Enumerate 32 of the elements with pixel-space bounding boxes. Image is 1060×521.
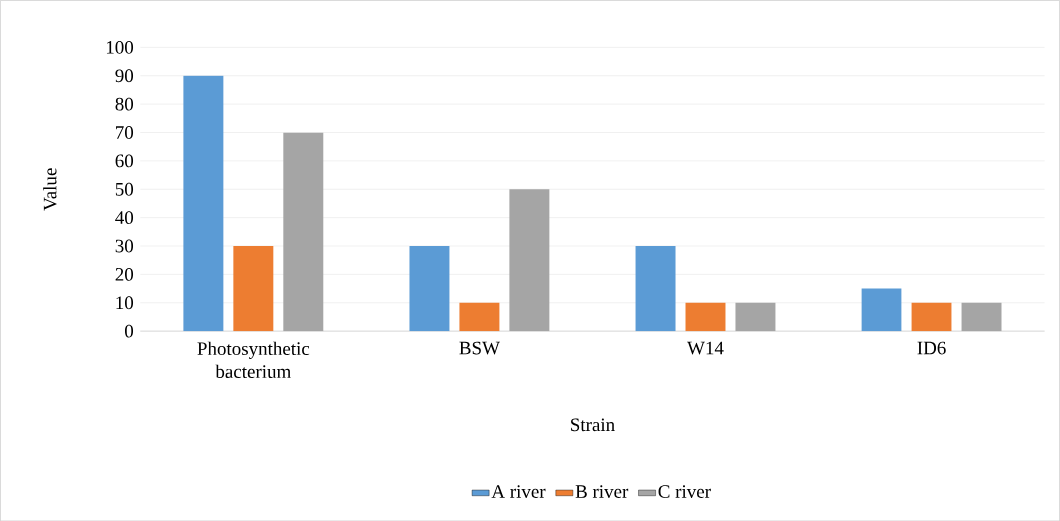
x-tick-label: Photosynthetic bacterium bbox=[197, 341, 310, 378]
bar bbox=[509, 189, 550, 331]
bar bbox=[233, 245, 274, 331]
y-tick-label: 50 bbox=[115, 182, 134, 196]
y-tick-label: 60 bbox=[115, 154, 134, 168]
x-axis-title: Strain bbox=[571, 418, 615, 431]
bar bbox=[961, 302, 1002, 331]
y-tick-label: 100 bbox=[106, 40, 134, 54]
legend-label: A river bbox=[491, 485, 546, 498]
bar bbox=[183, 75, 224, 331]
x-tick-label: W14 bbox=[687, 341, 724, 355]
bar bbox=[635, 245, 676, 331]
bar bbox=[459, 302, 500, 331]
x-tick-label: BSW bbox=[459, 341, 500, 355]
bar bbox=[861, 288, 902, 331]
bar bbox=[283, 132, 324, 331]
y-tick-label: 0 bbox=[125, 324, 134, 338]
bar bbox=[911, 302, 952, 331]
legend-label: C river bbox=[658, 485, 711, 498]
bar bbox=[735, 302, 776, 331]
x-tick-label: ID6 bbox=[917, 341, 946, 355]
y-tick-label: 30 bbox=[115, 239, 134, 253]
y-tick-label: 40 bbox=[115, 211, 134, 224]
y-tick-label: 20 bbox=[115, 267, 134, 281]
legend-label: B river bbox=[575, 485, 629, 498]
bar bbox=[685, 302, 726, 331]
y-tick-label: 70 bbox=[116, 125, 134, 139]
y-tick-label: 10 bbox=[116, 296, 134, 309]
bar bbox=[409, 245, 450, 331]
y-tick-label: 90 bbox=[115, 69, 134, 82]
y-axis-title: Value bbox=[43, 168, 57, 211]
y-tick-label: 80 bbox=[115, 97, 134, 111]
